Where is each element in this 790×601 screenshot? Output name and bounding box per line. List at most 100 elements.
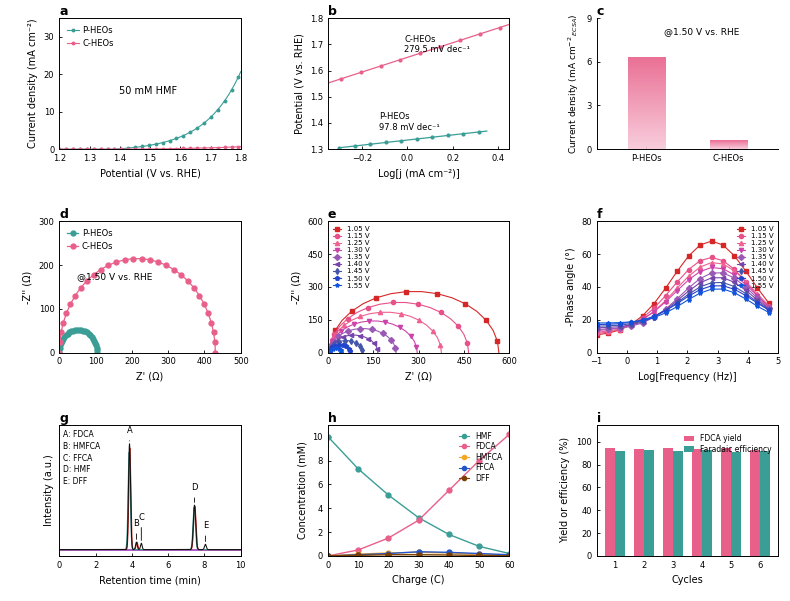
Bar (731, 452, 741, 556)
C-HEOs (183, 277, 193, 284)
Bar (702, 450, 712, 556)
DFF (353, 552, 363, 559)
P-HEOs (82, 329, 92, 336)
P-HEOs (179, 132, 188, 139)
X-axis label: Retention time (min): Retention time (min) (99, 575, 201, 585)
Bar (673, 451, 683, 556)
Y-axis label: Potential (V vs. RHE): Potential (V vs. RHE) (294, 33, 304, 134)
Y-axis label: -Z'' (Ω): -Z'' (Ω) (292, 270, 302, 304)
Text: B: B (134, 519, 139, 539)
DFF (323, 552, 333, 560)
FFCA (414, 548, 423, 555)
Y-axis label: Current density (mA cm$^{-2}$$_{\/ECSA}$): Current density (mA cm$^{-2}$$_{\/ECSA}$… (566, 13, 581, 154)
P-HEOs (65, 329, 74, 336)
P-HEOs (62, 330, 72, 337)
X-axis label: Z' (Ω): Z' (Ω) (405, 372, 432, 382)
C-HEOs (103, 261, 113, 269)
C-HEOs (96, 266, 106, 273)
X-axis label: Log[Frequency (Hz)]: Log[Frequency (Hz)] (638, 372, 737, 382)
FDCA (475, 457, 484, 464)
C-HEOs (70, 292, 80, 299)
FFCA (475, 550, 484, 557)
P-HEOs (84, 330, 93, 337)
X-axis label: Potential (V vs. RHE): Potential (V vs. RHE) (100, 169, 201, 178)
P-HEOs (216, 103, 225, 111)
Bar (663, 448, 673, 556)
FDCA (414, 516, 423, 523)
P-HEOs (55, 145, 64, 153)
C-HEOs (128, 255, 137, 262)
P-HEOs (55, 349, 64, 356)
HMFCA (323, 552, 333, 560)
P-HEOs (58, 335, 68, 343)
C-HEOs (176, 271, 186, 278)
P-HEOs (61, 332, 70, 339)
Y-axis label: -Phase angle (°): -Phase angle (°) (566, 248, 576, 326)
P-HEOs (55, 344, 65, 352)
C-HEOs (171, 145, 181, 152)
Legend: P-HEOs, C-HEOs: P-HEOs, C-HEOs (63, 225, 117, 254)
Text: C-HEOs
279.5 mV dec⁻¹: C-HEOs 279.5 mV dec⁻¹ (404, 35, 470, 54)
Y-axis label: Intensity (a.u.): Intensity (a.u.) (43, 454, 54, 526)
C-HEOs (206, 319, 216, 326)
Bar (605, 448, 615, 556)
Text: @1.50 V vs. RHE: @1.50 V vs. RHE (77, 272, 152, 281)
C-HEOs (179, 145, 188, 152)
Legend: FDCA yield, Faradaic efficiency: FDCA yield, Faradaic efficiency (681, 431, 774, 457)
C-HEOs (216, 144, 225, 151)
FFCA (353, 551, 363, 558)
FFCA (444, 549, 453, 556)
Line: HMF: HMF (325, 435, 512, 556)
P-HEOs (92, 349, 102, 356)
Y-axis label: -Z'' (Ω): -Z'' (Ω) (23, 270, 33, 304)
FDCA (505, 431, 514, 438)
Y-axis label: Concentration (mM): Concentration (mM) (297, 441, 307, 539)
P-HEOs (55, 347, 64, 354)
Text: f: f (596, 209, 602, 221)
HMFCA (384, 549, 393, 557)
C-HEOs (211, 349, 220, 356)
HMFCA (505, 552, 514, 559)
Line: HMFCA: HMFCA (325, 550, 512, 558)
C-HEOs (165, 145, 175, 152)
DFF (475, 552, 484, 559)
Text: P-HEOs
97.8 mV dec⁻¹: P-HEOs 97.8 mV dec⁻¹ (378, 112, 439, 132)
Legend: P-HEOs, C-HEOs: P-HEOs, C-HEOs (63, 22, 118, 51)
Bar (750, 450, 760, 556)
C-HEOs (58, 319, 68, 326)
Text: g: g (59, 412, 68, 425)
X-axis label: Cycles: Cycles (672, 575, 703, 585)
Text: i: i (596, 412, 600, 425)
Bar (644, 450, 654, 556)
HMF (323, 433, 333, 441)
HMFCA (444, 549, 453, 557)
HMF (384, 492, 393, 499)
C-HEOs (236, 143, 246, 150)
P-HEOs (77, 326, 86, 334)
C-HEOs (190, 284, 199, 291)
HMFCA (475, 551, 484, 558)
Text: d: d (59, 209, 68, 221)
C-HEOs (62, 310, 71, 317)
FDCA (323, 552, 333, 560)
HMF (444, 531, 453, 538)
DFF (384, 551, 393, 558)
Bar (692, 449, 702, 556)
C-HEOs (56, 329, 66, 336)
P-HEOs (56, 340, 66, 347)
P-HEOs (163, 138, 172, 145)
X-axis label: Charge (C): Charge (C) (393, 575, 445, 585)
FDCA (384, 534, 393, 542)
DFF (444, 551, 453, 558)
FFCA (323, 552, 333, 560)
Text: C: C (138, 513, 145, 540)
Text: A: A (126, 426, 133, 441)
FDCA (353, 546, 363, 554)
C-HEOs (145, 256, 155, 263)
HMF (414, 514, 423, 521)
P-HEOs (89, 337, 99, 344)
Legend: HMF, FDCA, HMFCA, FFCA, DFF: HMF, FDCA, HMFCA, FFCA, DFF (457, 429, 506, 486)
C-HEOs (153, 258, 163, 266)
Text: b: b (328, 5, 337, 18)
P-HEOs (73, 326, 82, 334)
